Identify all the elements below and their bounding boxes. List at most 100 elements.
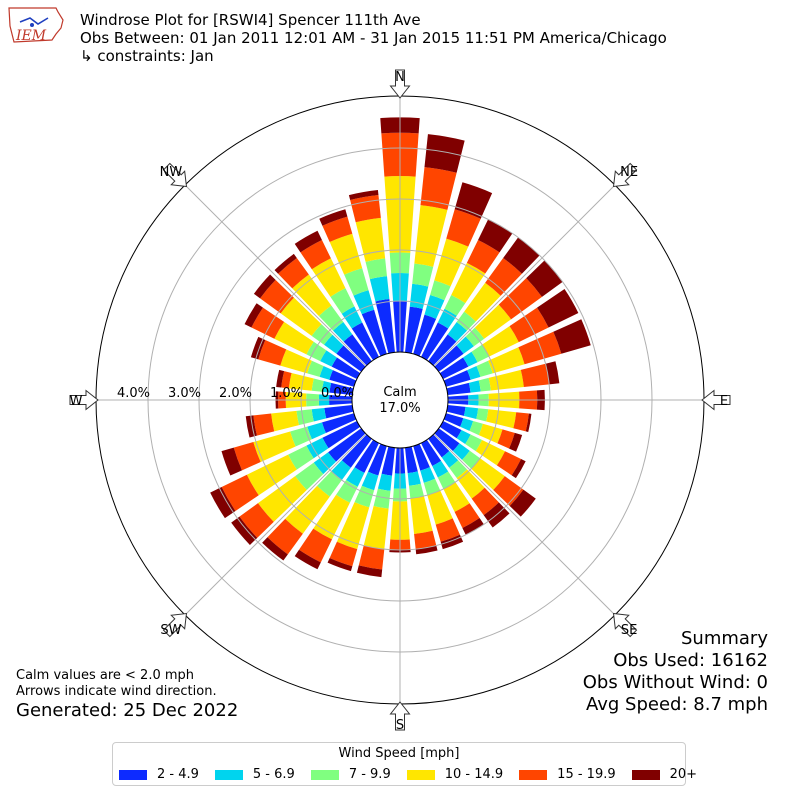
bar-dir170-bin1: [407, 471, 421, 486]
bar-dir120-bin1: [456, 429, 471, 444]
bar-dir310-bin3: [280, 297, 322, 336]
bar-dir60-bin4: [509, 307, 549, 343]
legend-swatch-3: [406, 769, 435, 780]
bar-dir100-bin5: [525, 413, 532, 432]
calm-label: Calm: [383, 385, 416, 400]
bar-dir290-bin0: [329, 370, 357, 387]
bar-dir20-bin3: [434, 238, 469, 287]
bar-dir230-bin1: [313, 452, 337, 475]
iem-logo: IEM: [6, 6, 66, 54]
compass-arrow-nw-icon: [162, 162, 188, 188]
bar-dir160-bin2: [423, 478, 441, 496]
bar-dir220-bin2: [317, 471, 342, 497]
legend-item-5: 20+: [631, 767, 697, 782]
bar-dir290-bin2: [307, 360, 324, 377]
bar-dir10-bin5: [424, 134, 465, 173]
bar-dir340-bin0: [361, 309, 387, 357]
bar-dir310-bin0: [336, 345, 366, 372]
bar-dir160-bin3: [427, 490, 453, 525]
grid-spoke-nw: [184, 184, 367, 367]
bar-dir260-bin0: [324, 405, 354, 419]
compass-label-w: W: [70, 394, 83, 409]
bar-dir200-bin0: [368, 443, 387, 476]
radial-tick-label-0: 0.0%: [321, 386, 354, 401]
bar-dir120-bin4: [496, 451, 522, 476]
bar-dir110-bin5: [509, 432, 523, 452]
calm-note: Calm values are < 2.0 mph: [16, 668, 195, 683]
compass-label-nw: NW: [160, 165, 183, 180]
compass-label-s: S: [396, 718, 404, 733]
bar-dir320-bin0: [343, 334, 372, 366]
bar-dir190-bin4: [358, 545, 385, 570]
bar-dir170-bin3: [410, 496, 433, 534]
bar-dir50-bin1: [456, 336, 474, 354]
bar-dir190-bin5: [356, 565, 383, 578]
bar-dir60-bin3: [482, 326, 519, 357]
legend-title: Wind Speed [mph]: [338, 746, 460, 761]
legend-item-0: 2 - 4.9: [119, 767, 199, 782]
bar-dir330-bin4: [300, 239, 331, 270]
bar-dir150-bin5: [462, 518, 484, 535]
bar-dir70-bin4: [518, 331, 562, 365]
bar-dir40-bin5: [503, 237, 540, 274]
bar-dir190-bin3: [363, 505, 389, 550]
bar-dir350-bin5: [348, 189, 379, 201]
bar-dir80-bin0: [446, 382, 471, 395]
radial-tick-label-4: 4.0%: [117, 386, 150, 401]
bar-dir350-bin2: [365, 258, 387, 280]
bar-dir40-bin0: [428, 334, 457, 366]
bar-dir170-bin4: [414, 530, 437, 550]
bar-dir120-bin5: [511, 459, 526, 479]
legend-items: 2 - 4.9 5 - 6.9 7 - 9.9 10 - 14.9 15 - 19.9 2…: [119, 767, 713, 782]
bar-dir220-bin5: [262, 537, 288, 561]
bar-dir200-bin1: [361, 471, 379, 491]
speed-legend: Wind Speed [mph] 2 - 4.9 5 - 6.9 7 - 9.9 10…: [112, 742, 697, 786]
bar-dir120-bin2: [465, 434, 483, 452]
bar-dir200-bin3: [336, 502, 370, 550]
grid-spoke-sw: [184, 433, 367, 616]
bar-dir70-bin2: [476, 360, 493, 377]
bar-dir120-bin0: [439, 421, 462, 439]
compass-label-se: SE: [621, 623, 637, 638]
bar-dir50-bin0: [434, 345, 464, 372]
bar-dir240-bin2: [288, 445, 314, 470]
bar-dir310-bin5: [253, 274, 276, 299]
bar-dir240-bin4: [221, 474, 259, 511]
bar-dir320-bin1: [333, 321, 353, 342]
legend-swatch-2: [310, 769, 339, 780]
bar-dir280-bin5: [276, 369, 285, 388]
bar-dir330-bin3: [311, 258, 346, 297]
bar-dir70-bin0: [443, 370, 471, 387]
bar-dir250-bin4: [233, 442, 261, 471]
compass-arrow-s-icon: [389, 701, 411, 731]
radial-tick-label-2: 2.0%: [219, 386, 252, 401]
bar-dir130-bin5: [509, 489, 536, 517]
compass-label-sw: SW: [160, 623, 181, 638]
bar-dir260-bin4: [253, 413, 275, 436]
bar-dir230-bin5: [231, 516, 258, 545]
bar-dir10-bin2: [412, 263, 434, 287]
bar-dir130-bin0: [434, 428, 460, 452]
bar-dir210-bin2: [336, 479, 358, 503]
bar-dir320-bin5: [274, 253, 297, 274]
bar-dir30-bin5: [478, 219, 513, 253]
bar-dir300-bin0: [331, 357, 361, 379]
bar-dir210-bin0: [354, 439, 379, 473]
bar-dir310-bin1: [324, 334, 344, 354]
bar-dir200-bin4: [329, 541, 358, 567]
bar-dir10-bin1: [409, 283, 429, 309]
bar-dir30-bin1: [437, 308, 457, 329]
bar-dir330-bin5: [294, 230, 322, 253]
bar-dir210-bin1: [346, 467, 365, 487]
legend-label-1: 5 - 6.9: [252, 767, 295, 782]
bar-dir260-bin5: [245, 415, 257, 438]
bar-dir170-bin5: [415, 545, 438, 555]
iowa-state-outline-icon: [8, 7, 64, 43]
bar-dir220-bin0: [341, 434, 372, 468]
bar-dir80-bin1: [468, 380, 481, 393]
bar-dir340-bin5: [319, 209, 348, 226]
bar-dir200-bin5: [327, 557, 353, 572]
legend-label-2: 7 - 9.9: [348, 767, 391, 782]
chart-header: Windrose Plot for [RSWI4] Spencer 111th …: [80, 11, 667, 65]
